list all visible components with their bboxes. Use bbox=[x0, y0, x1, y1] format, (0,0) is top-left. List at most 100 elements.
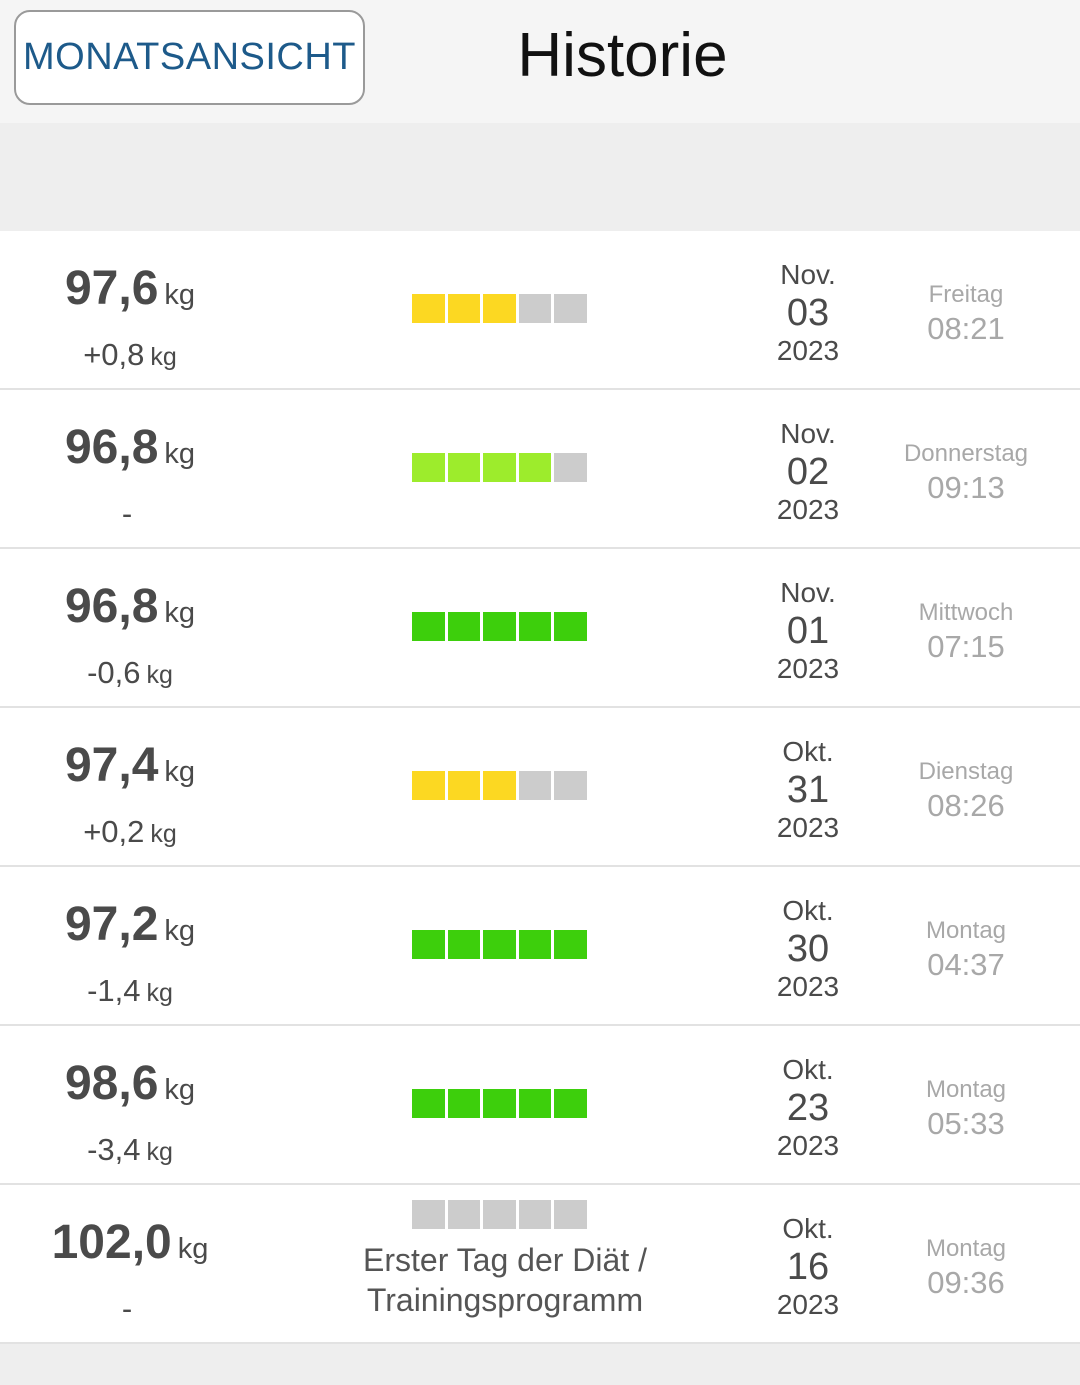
weight-change: +0,8 kg bbox=[0, 337, 260, 373]
change-number: +0,8 bbox=[83, 337, 145, 372]
history-row[interactable]: 97,2 kg -1,4 kg Okt. 30 2023 Montag 04:37 bbox=[0, 867, 1080, 1026]
progress-segment bbox=[483, 1089, 516, 1118]
weight-number: 98,6 bbox=[64, 1057, 159, 1110]
progress-segment bbox=[447, 930, 481, 959]
entry-date: Okt. 31 2023 bbox=[738, 736, 878, 844]
history-row[interactable]: 96,8 kg - Nov. 02 2023 Donnerstag 09:13 bbox=[0, 390, 1080, 549]
weight-number: 97,4 bbox=[64, 739, 159, 792]
weight-value: 98,6 kg bbox=[0, 1056, 260, 1111]
weight-number: 102,0 bbox=[51, 1216, 172, 1269]
date-day: 16 bbox=[786, 1246, 830, 1288]
weight-unit: kg bbox=[164, 597, 196, 629]
entry-weekday-time: Mittwoch 07:15 bbox=[880, 597, 1052, 665]
weight-value: 97,6 kg bbox=[0, 261, 260, 316]
weight-value: 102,0 kg bbox=[0, 1215, 260, 1270]
date-month: Nov. bbox=[780, 418, 836, 449]
date-year: 2023 bbox=[776, 1289, 840, 1320]
diet-start-caption: Erster Tag der Diät / Trainingsprogramm bbox=[330, 1240, 680, 1320]
weekday: Dienstag bbox=[918, 758, 1014, 785]
change-number: - bbox=[121, 1291, 133, 1326]
entry-time: 05:33 bbox=[927, 1106, 1005, 1141]
caption-line: Erster Tag der Diät / bbox=[363, 1242, 647, 1278]
weight-change: -3,4 kg bbox=[0, 1132, 260, 1168]
weight-number: 96,8 bbox=[64, 580, 159, 633]
change-number: +0,2 bbox=[83, 814, 145, 849]
history-row[interactable]: 98,6 kg -3,4 kg Okt. 23 2023 Montag 05:33 bbox=[0, 1026, 1080, 1185]
date-year: 2023 bbox=[776, 494, 840, 525]
date-day: 03 bbox=[786, 292, 830, 334]
weight-change: - bbox=[0, 1291, 260, 1327]
date-year: 2023 bbox=[776, 653, 840, 684]
date-day: 31 bbox=[786, 769, 830, 811]
date-year: 2023 bbox=[776, 1130, 840, 1161]
progress-bar bbox=[412, 1200, 588, 1229]
weekday: Montag bbox=[925, 917, 1007, 944]
weight-unit: kg bbox=[164, 438, 196, 470]
change-number: - bbox=[121, 496, 133, 531]
change-unit: kg bbox=[150, 820, 177, 848]
weight-value: 96,8 kg bbox=[0, 579, 260, 634]
progress-bar bbox=[412, 771, 588, 800]
change-unit: kg bbox=[146, 979, 173, 1007]
change-number: -3,4 bbox=[87, 1132, 141, 1167]
entry-time: 09:36 bbox=[927, 1265, 1005, 1300]
progress-segment bbox=[518, 1200, 552, 1229]
change-unit: kg bbox=[146, 1138, 173, 1166]
progress-segment bbox=[554, 771, 587, 800]
app-header: MONATSANSICHT Historie bbox=[0, 0, 1080, 123]
entry-weekday-time: Freitag 08:21 bbox=[880, 279, 1052, 347]
weight-value: 96,8 kg bbox=[0, 420, 260, 475]
progress-segment bbox=[412, 453, 445, 482]
change-unit: kg bbox=[150, 343, 177, 371]
history-row[interactable]: 102,0 kg - Erster Tag der Diät / Training… bbox=[0, 1185, 1080, 1344]
progress-segment bbox=[447, 1089, 481, 1118]
progress-segment bbox=[554, 612, 587, 641]
progress-segment bbox=[518, 1089, 552, 1118]
entry-date: Okt. 30 2023 bbox=[738, 895, 878, 1003]
history-row[interactable]: 97,4 kg +0,2 kg Okt. 31 2023 Dienstag 08:2… bbox=[0, 708, 1080, 867]
date-year: 2023 bbox=[776, 335, 840, 366]
entry-weekday-time: Donnerstag 09:13 bbox=[880, 438, 1052, 506]
entry-weekday-time: Montag 05:33 bbox=[880, 1074, 1052, 1142]
date-month: Okt. bbox=[782, 1054, 834, 1085]
progress-segment bbox=[518, 294, 552, 323]
progress-segment bbox=[412, 294, 445, 323]
month-view-button[interactable]: MONATSANSICHT bbox=[14, 10, 365, 105]
history-row[interactable]: 96,8 kg -0,6 kg Nov. 01 2023 Mittwoch 07:1… bbox=[0, 549, 1080, 708]
progress-segment bbox=[412, 1089, 445, 1118]
date-month: Okt. bbox=[782, 895, 834, 926]
weight-value: 97,2 kg bbox=[0, 897, 260, 952]
weight-unit: kg bbox=[164, 756, 196, 788]
progress-segment bbox=[447, 771, 481, 800]
progress-segment bbox=[554, 1089, 587, 1118]
entry-weekday-time: Montag 09:36 bbox=[880, 1233, 1052, 1301]
weight-number: 97,2 bbox=[64, 898, 159, 951]
weight-number: 97,6 bbox=[64, 262, 159, 315]
entry-date: Okt. 16 2023 bbox=[738, 1213, 878, 1321]
date-month: Nov. bbox=[780, 259, 836, 290]
change-number: -0,6 bbox=[87, 655, 141, 690]
weekday: Mittwoch bbox=[918, 599, 1014, 626]
date-year: 2023 bbox=[776, 812, 840, 843]
weight-unit: kg bbox=[164, 279, 196, 311]
progress-bar bbox=[412, 294, 588, 323]
progress-segment bbox=[483, 294, 516, 323]
history-list: 97,6 kg +0,8 kg Nov. 03 2023 Freitag 08:21… bbox=[0, 231, 1080, 1344]
progress-bar bbox=[412, 1089, 588, 1118]
weight-change: - bbox=[0, 496, 260, 532]
weight-unit: kg bbox=[164, 1074, 196, 1106]
progress-segment bbox=[447, 1200, 481, 1229]
progress-segment bbox=[483, 612, 516, 641]
weekday: Freitag bbox=[928, 281, 1004, 308]
weight-change: -1,4 kg bbox=[0, 973, 260, 1009]
progress-segment bbox=[447, 453, 481, 482]
progress-segment bbox=[483, 453, 516, 482]
progress-segment bbox=[412, 771, 445, 800]
entry-time: 08:21 bbox=[927, 311, 1005, 346]
weight-unit: kg bbox=[164, 915, 196, 947]
date-day: 30 bbox=[786, 928, 830, 970]
entry-time: 08:26 bbox=[927, 788, 1005, 823]
history-row[interactable]: 97,6 kg +0,8 kg Nov. 03 2023 Freitag 08:21 bbox=[0, 231, 1080, 390]
progress-segment bbox=[554, 930, 587, 959]
progress-segment bbox=[447, 612, 481, 641]
